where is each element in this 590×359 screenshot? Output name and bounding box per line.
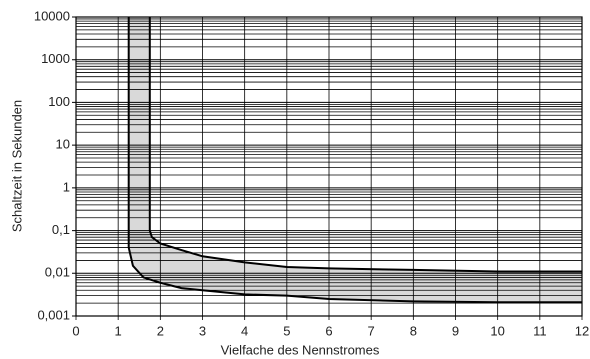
y-tick-label: 0,001 <box>37 307 70 322</box>
x-tick-label: 10 <box>490 323 504 338</box>
x-tick-label: 7 <box>368 323 375 338</box>
y-tick-label: 10 <box>56 137 70 152</box>
x-tick-label: 1 <box>115 323 122 338</box>
x-tick-label: 5 <box>283 323 290 338</box>
y-tick-label: 1 <box>63 179 70 194</box>
y-tick-label: 1000 <box>41 51 70 66</box>
x-tick-label: 4 <box>241 323 248 338</box>
y-axis-label: Schaltzeit in Sekunden <box>9 100 24 232</box>
x-tick-label: 9 <box>452 323 459 338</box>
y-tick-label: 0,01 <box>45 265 70 280</box>
x-tick-label: 6 <box>325 323 332 338</box>
plot-border <box>75 16 583 317</box>
curve <box>127 17 582 304</box>
x-tick-label: 8 <box>410 323 417 338</box>
y-tick-label: 0,1 <box>52 222 70 237</box>
y-tick-label: 10000 <box>34 8 70 23</box>
x-tick-label: 11 <box>533 323 547 338</box>
x-tick-label: 3 <box>199 323 206 338</box>
x-tick-label: 2 <box>157 323 164 338</box>
curve <box>148 17 582 273</box>
x-tick-label: 0 <box>72 323 79 338</box>
x-axis-label: Vielfache des Nennstromes <box>221 342 380 357</box>
x-tick-label: 12 <box>575 323 589 338</box>
y-tick-label: 100 <box>48 94 70 109</box>
